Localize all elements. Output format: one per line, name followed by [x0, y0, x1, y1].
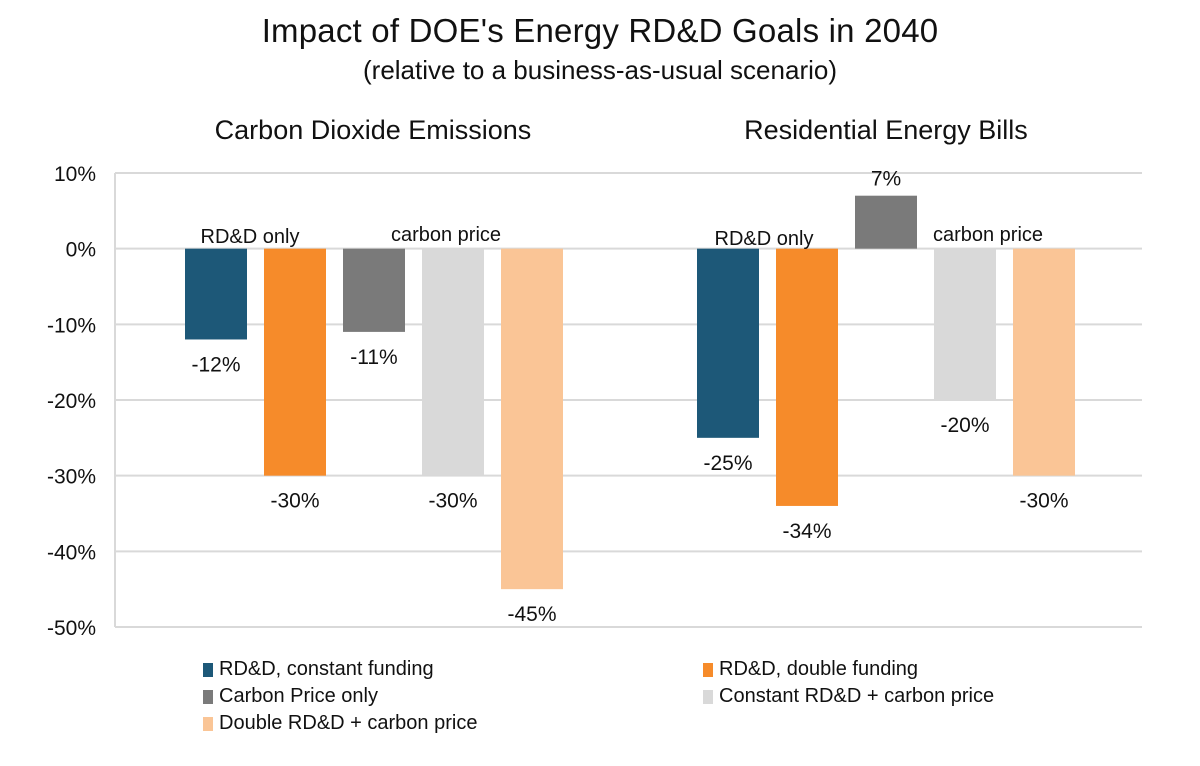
data-label: -11%	[350, 346, 397, 369]
legend-label: RD&D, double funding	[719, 658, 919, 680]
group-title-bills: Residential Energy Bills	[744, 115, 1028, 145]
legend-label: RD&D, constant funding	[219, 658, 434, 680]
bar	[422, 248, 484, 476]
annotation-label: carbon price	[391, 224, 501, 246]
group-title-co2: Carbon Dioxide Emissions	[214, 115, 532, 145]
bar	[343, 248, 405, 332]
legend-swatch	[703, 689, 713, 704]
legend-swatch	[203, 662, 213, 677]
chart-subtitle: (relative to a business-as-usual scenari…	[363, 55, 837, 85]
y-tick-label: -20%	[47, 390, 96, 413]
legend-swatch	[703, 662, 713, 677]
legend-label: Double RD&D + carbon price	[219, 712, 478, 734]
bar	[1013, 248, 1075, 476]
y-tick-label: 10%	[54, 163, 96, 186]
y-tick-label: 0%	[66, 239, 96, 262]
legend-swatch	[203, 716, 213, 731]
data-label: -25%	[703, 452, 752, 475]
data-label: -20%	[940, 414, 989, 437]
bar	[264, 248, 326, 476]
chart-title: Impact of DOE's Energy RD&D Goals in 204…	[261, 12, 939, 49]
data-label: -30%	[1019, 490, 1068, 513]
annotation-label: RD&D only	[201, 226, 300, 248]
y-tick-label: -40%	[47, 541, 96, 564]
legend-swatch	[203, 689, 213, 704]
annotation-label: carbon price	[933, 224, 1043, 246]
legend-item: Double RD&D + carbon price	[203, 712, 477, 735]
legend-label: Constant RD&D + carbon price	[719, 685, 995, 707]
data-label: 7%	[871, 168, 901, 191]
legend-item: RD&D, constant funding	[203, 658, 434, 681]
y-tick-label: -50%	[47, 617, 96, 640]
bar	[776, 248, 838, 506]
legend-label: Carbon Price only	[219, 685, 378, 707]
legend-item: Carbon Price only	[203, 685, 378, 708]
bar	[697, 248, 759, 438]
data-label: -12%	[191, 353, 240, 376]
y-tick-label: -30%	[47, 466, 96, 489]
legend-item: Constant RD&D + carbon price	[703, 685, 994, 708]
bar	[185, 248, 247, 340]
y-tick-label: -10%	[47, 314, 96, 337]
data-label: -30%	[270, 490, 319, 513]
data-label: -45%	[507, 603, 556, 626]
data-label: -30%	[428, 490, 477, 513]
bar	[501, 248, 563, 590]
bar	[934, 248, 996, 400]
annotation-label: RD&D only	[715, 228, 814, 250]
bar	[855, 195, 917, 249]
legend-item: RD&D, double funding	[703, 658, 918, 681]
data-label: -34%	[782, 520, 831, 543]
